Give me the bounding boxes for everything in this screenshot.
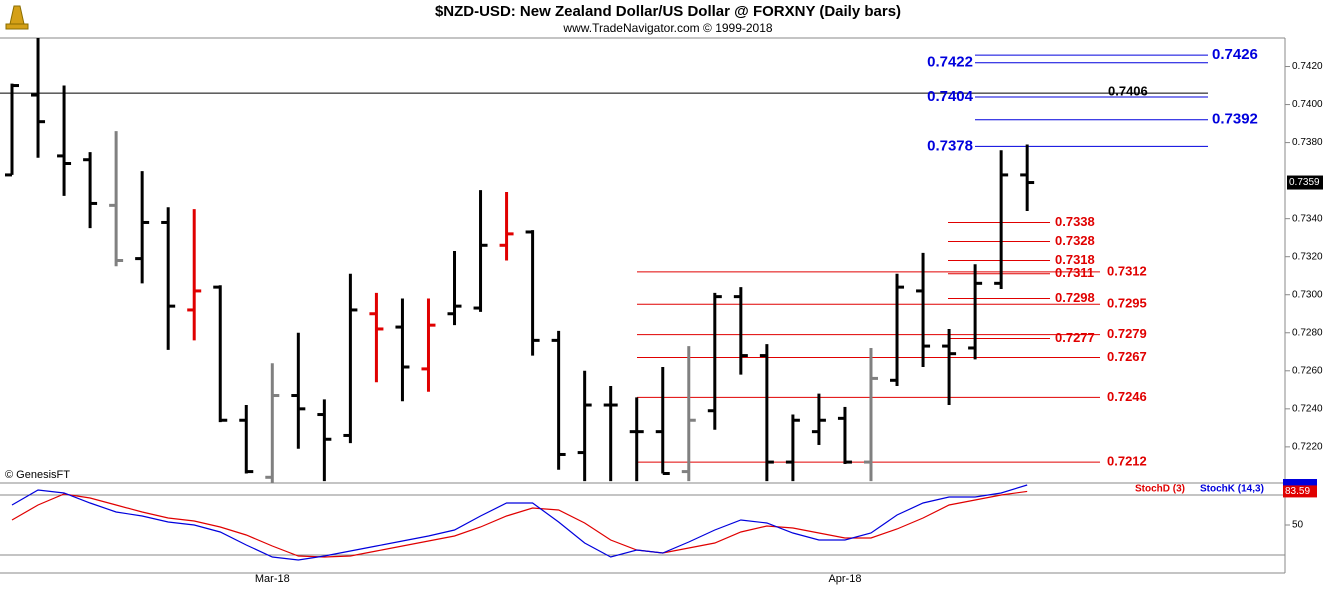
- chart-title: $NZD-USD: New Zealand Dollar/US Dollar @…: [435, 3, 901, 20]
- y-tick-label: 0.7220: [1292, 442, 1323, 453]
- y-tick-label: 50: [1292, 520, 1304, 531]
- level-label: 0.7318: [1055, 252, 1095, 267]
- level-label: 0.7406: [1108, 84, 1148, 99]
- level-label: 0.7277: [1055, 330, 1095, 345]
- level-label: 0.7298: [1055, 290, 1095, 305]
- level-label: 0.7404: [927, 88, 974, 105]
- value-box-label: 83.59: [1285, 486, 1310, 497]
- value-box: [1283, 485, 1317, 498]
- level-label: 0.7246: [1107, 389, 1147, 404]
- level-label: 0.7422: [927, 54, 973, 71]
- legend-label: StochD (3): [1135, 484, 1185, 495]
- y-tick-label: 0.7280: [1292, 327, 1323, 338]
- level-label: 0.7378: [927, 137, 973, 154]
- level-label: 0.7267: [1107, 349, 1147, 364]
- stoch-line: [11, 490, 1028, 558]
- y-tick-label: 0.7400: [1292, 99, 1323, 110]
- level-label: 0.7311: [1055, 265, 1094, 280]
- level-label: 0.7328: [1055, 233, 1095, 248]
- x-tick-label: Apr-18: [828, 573, 861, 585]
- x-tick-label: Mar-18: [255, 573, 290, 585]
- legend-label: StochK (14,3): [1200, 484, 1264, 495]
- y-tick-label: 0.7340: [1292, 213, 1323, 224]
- y-tick-label: 0.7240: [1292, 403, 1323, 414]
- y-tick-label: 0.7320: [1292, 251, 1323, 262]
- y-tick-label: 0.7420: [1292, 61, 1323, 72]
- y-tick-label: 0.7260: [1292, 365, 1323, 376]
- level-label: 0.7338: [1055, 214, 1095, 229]
- credit: © GenesisFT: [5, 469, 70, 481]
- level-label: 0.7212: [1107, 454, 1147, 469]
- chart-subtitle: www.TradeNavigator.com © 1999-2018: [562, 21, 772, 35]
- level-label: 0.7392: [1212, 111, 1258, 128]
- last-price-box: [1287, 175, 1323, 190]
- last-price-label: 0.7359: [1289, 177, 1320, 188]
- level-label: 0.7295: [1107, 296, 1147, 311]
- level-label: 0.7426: [1212, 46, 1258, 63]
- y-tick-label: 0.7300: [1292, 289, 1323, 300]
- level-label: 0.7279: [1107, 326, 1147, 341]
- level-label: 0.7312: [1107, 263, 1147, 278]
- logo: [5, 5, 29, 30]
- stoch-line: [11, 484, 1028, 561]
- y-tick-label: 0.7380: [1292, 137, 1323, 148]
